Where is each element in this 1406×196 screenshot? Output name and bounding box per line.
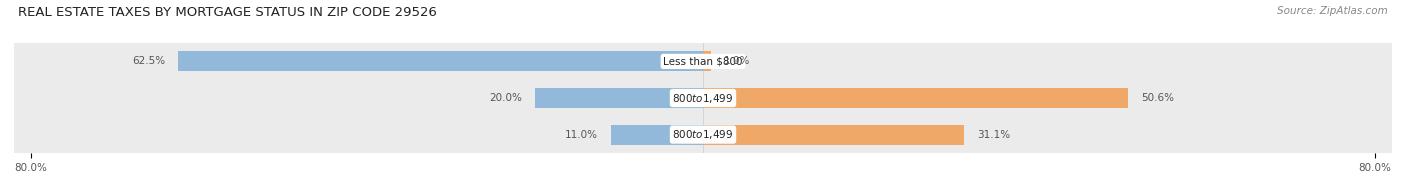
Bar — [534, 88, 703, 108]
Text: 31.1%: 31.1% — [977, 130, 1010, 140]
Text: $800 to $1,499: $800 to $1,499 — [672, 92, 734, 104]
Text: 11.0%: 11.0% — [565, 130, 598, 140]
Text: Source: ZipAtlas.com: Source: ZipAtlas.com — [1277, 6, 1388, 16]
Bar — [179, 51, 703, 72]
Bar — [610, 124, 703, 145]
Text: 50.6%: 50.6% — [1140, 93, 1174, 103]
Bar — [703, 88, 1128, 108]
Bar — [703, 124, 965, 145]
Bar — [14, 116, 1392, 153]
Text: 62.5%: 62.5% — [132, 56, 166, 66]
Text: REAL ESTATE TAXES BY MORTGAGE STATUS IN ZIP CODE 29526: REAL ESTATE TAXES BY MORTGAGE STATUS IN … — [18, 6, 437, 19]
Bar — [14, 80, 1392, 116]
Text: 1.0%: 1.0% — [724, 56, 751, 66]
Text: 20.0%: 20.0% — [489, 93, 523, 103]
Text: $800 to $1,499: $800 to $1,499 — [672, 128, 734, 141]
Bar — [703, 51, 711, 72]
Text: Less than $800: Less than $800 — [664, 56, 742, 66]
Bar — [14, 43, 1392, 80]
